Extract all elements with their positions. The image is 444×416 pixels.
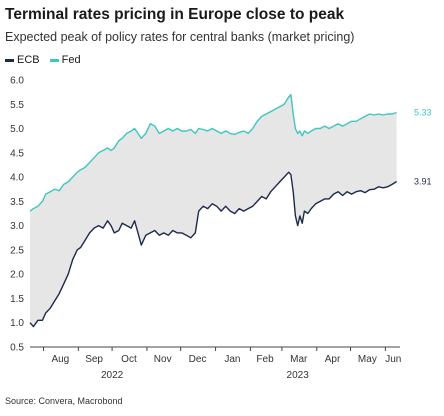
chart-title: Terminal rates pricing in Europe close t… <box>5 6 345 23</box>
year-label: 2022 <box>101 370 124 381</box>
y-tick-label: 1.5 <box>10 294 24 305</box>
x-tick-label: Sep <box>85 354 103 365</box>
x-tick-label: Jan <box>224 354 240 365</box>
x-tick-label: Oct <box>121 354 137 365</box>
chart-subtitle: Expected peak of policy rates for centra… <box>5 30 355 44</box>
legend-item-ecb: ECB <box>5 54 40 66</box>
series-line-fed <box>29 93 397 212</box>
y-axis: 0.5 1.0 1.5 2.0 2.5 3.0 3.5 4.0 4.5 5.0 5.5 6.0 <box>10 76 24 354</box>
x-tick-label: Dec <box>189 354 207 365</box>
legend-swatch-ecb <box>5 58 14 62</box>
y-tick-label: 3.0 <box>10 221 24 232</box>
x-tick-label: May <box>358 354 377 365</box>
legend-swatch-fed <box>49 58 59 62</box>
y-tick-label: 4.0 <box>10 173 24 184</box>
x-tick-label: Jun <box>385 354 401 365</box>
y-tick-label: 2.5 <box>10 245 24 256</box>
legend-item-fed: Fed <box>49 54 81 66</box>
x-tick-label: Feb <box>256 354 274 365</box>
y-tick-label: 0.5 <box>10 343 24 354</box>
x-tick-label: Nov <box>154 354 172 365</box>
y-tick-label: 5.0 <box>10 124 24 135</box>
y-tick-label: 6.0 <box>10 76 24 87</box>
end-label-ecb: 3.91 <box>414 176 432 186</box>
source-note: Source: Convera, Macrobond <box>5 396 123 406</box>
chart-legend: ECB Fed <box>5 54 91 66</box>
y-tick-label: 1.0 <box>10 318 24 329</box>
spread-band <box>30 94 397 327</box>
x-tick-label: Aug <box>51 354 69 365</box>
end-label-fed: 5.33 <box>414 108 432 118</box>
year-label: 2023 <box>287 370 310 381</box>
series-line-ecb <box>29 171 397 328</box>
x-axis: Aug Sep Oct Nov Dec Jan Feb Mar Apr May Jun 2022 202… <box>42 347 401 381</box>
y-tick-label: 5.5 <box>10 100 24 111</box>
legend-label-fed: Fed <box>61 54 81 66</box>
rates-chart: 0.5 1.0 1.5 2.0 2.5 3.0 3.5 4.0 4.5 5.0 5.5 6.0 Aug… <box>10 76 432 382</box>
y-tick-label: 4.5 <box>10 148 24 159</box>
y-tick-label: 2.0 <box>10 270 24 281</box>
x-tick-label: Apr <box>325 354 341 365</box>
x-tick-label: Mar <box>290 354 308 365</box>
legend-label-ecb: ECB <box>17 54 40 66</box>
y-tick-label: 3.5 <box>10 197 24 208</box>
